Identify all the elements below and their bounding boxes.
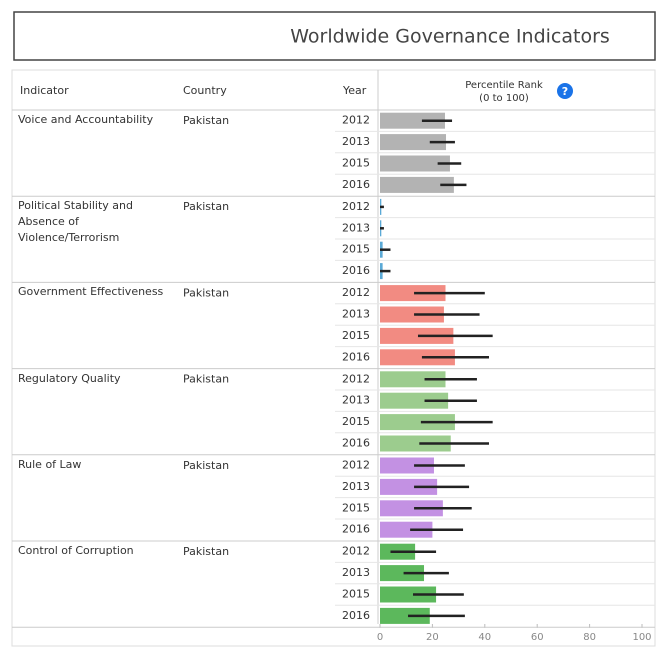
- bar: [380, 371, 446, 388]
- year: 2015: [342, 329, 370, 342]
- year: 2013: [342, 394, 370, 407]
- bar: [380, 607, 430, 624]
- bar: [380, 457, 434, 474]
- indicator-cell: Control of Corruption: [18, 544, 134, 557]
- x-tick-label: 60: [531, 632, 544, 643]
- bar: [380, 414, 455, 431]
- bar: [380, 285, 446, 302]
- year: 2013: [342, 566, 370, 579]
- country: Pakistan: [183, 459, 229, 472]
- bar: [380, 565, 425, 582]
- indicator-name: Political Stability and Absence of Viole…: [18, 199, 133, 245]
- year: 2015: [342, 415, 370, 428]
- bar: [380, 176, 454, 193]
- indicator-name: Government Effectiveness: [18, 285, 164, 299]
- year: 2015: [342, 501, 370, 514]
- year: 2016: [342, 350, 370, 363]
- country: Pakistan: [183, 373, 229, 386]
- indicator-cell: Political Stability and Absence of Viole…: [18, 199, 133, 245]
- axis-title: Percentile Rank: [465, 80, 543, 91]
- title-box: [13, 11, 656, 61]
- country: Pakistan: [183, 114, 229, 127]
- x-tick-label: 0: [377, 632, 383, 643]
- x-tick-label: 80: [583, 632, 596, 643]
- indicator-cell: Regulatory Quality: [18, 371, 121, 385]
- year: 2013: [342, 480, 370, 493]
- year: 2015: [342, 588, 370, 601]
- bar: [380, 500, 443, 517]
- indicator-name: Rule of Law: [18, 457, 82, 471]
- year: 2013: [342, 308, 370, 321]
- year: 2016: [342, 609, 370, 622]
- year: 2013: [342, 221, 370, 234]
- chart-title: Worldwide Governance Indicators: [290, 26, 610, 48]
- column-header: Country: [183, 84, 227, 97]
- bar: [380, 478, 438, 495]
- help-icon-text[interactable]: ?: [562, 85, 568, 98]
- year: 2012: [342, 286, 370, 299]
- axis-subtitle: (0 to 100): [479, 93, 529, 104]
- bar: [380, 392, 449, 409]
- bar: [380, 435, 451, 452]
- year: 2015: [342, 243, 370, 256]
- column-header: Indicator: [20, 84, 69, 97]
- year: 2012: [342, 114, 370, 127]
- bar: [380, 327, 454, 344]
- indicator-name: Regulatory Quality: [18, 371, 121, 385]
- indicator-cell: Voice and Accountability: [18, 113, 154, 126]
- year: 2015: [342, 157, 370, 170]
- year: 2012: [342, 545, 370, 558]
- country: Pakistan: [183, 286, 229, 299]
- year: 2016: [342, 178, 370, 191]
- year: 2016: [342, 264, 370, 277]
- x-tick-label: 20: [426, 632, 439, 643]
- x-tick-label: 40: [478, 632, 491, 643]
- indicator-name: Voice and Accountability: [18, 113, 154, 126]
- year: 2016: [342, 437, 370, 450]
- table-frame: [11, 69, 656, 647]
- year: 2012: [342, 372, 370, 385]
- country: Pakistan: [183, 200, 229, 213]
- year: 2013: [342, 135, 370, 148]
- indicator-name: Control of Corruption: [18, 544, 134, 557]
- bar: [380, 112, 445, 129]
- indicator-cell: Government Effectiveness: [18, 285, 164, 299]
- year: 2012: [342, 459, 370, 472]
- help-icon[interactable]: [557, 83, 573, 99]
- bar: [380, 586, 437, 603]
- country: Pakistan: [183, 545, 229, 558]
- bar: [380, 521, 433, 538]
- bar: [380, 155, 450, 172]
- bar: [380, 349, 455, 366]
- indicator-cell: Rule of Law: [18, 457, 82, 471]
- year: 2012: [342, 200, 370, 213]
- bar: [380, 134, 447, 151]
- x-tick-label: 100: [632, 632, 651, 643]
- year: 2016: [342, 523, 370, 536]
- column-header: Year: [342, 84, 367, 97]
- bar: [380, 306, 444, 323]
